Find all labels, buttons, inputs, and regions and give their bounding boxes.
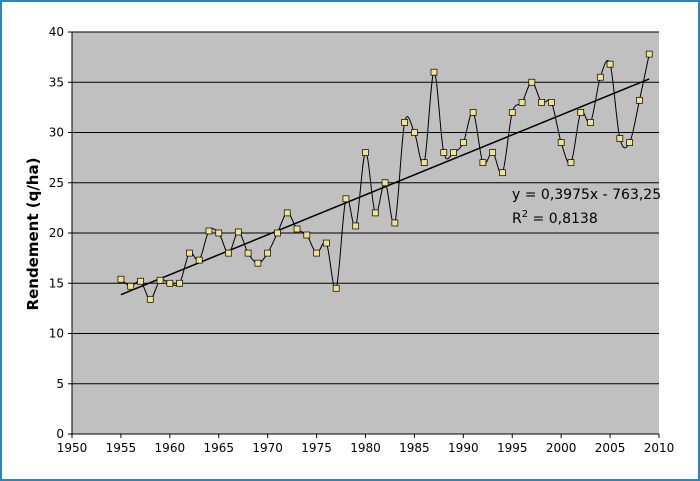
trendline	[120, 78, 650, 296]
data-point	[332, 284, 340, 292]
data-point	[557, 139, 565, 146]
data-point	[499, 169, 506, 177]
data-point	[420, 159, 428, 166]
x-tick-label: 1950	[57, 441, 88, 455]
y-tick-label: 0	[56, 427, 64, 441]
data-point	[596, 73, 604, 81]
data-point	[508, 109, 516, 116]
x-tick-label: 1955	[106, 441, 137, 455]
x-tick-label: 1990	[448, 441, 479, 455]
data-point	[352, 222, 360, 230]
data-point	[528, 78, 536, 86]
data-point	[587, 119, 594, 126]
data-point	[459, 139, 467, 146]
data-point	[636, 96, 643, 104]
x-tick-label: 1960	[155, 441, 186, 455]
data-point	[186, 249, 193, 257]
data-point	[538, 98, 545, 106]
data-point	[156, 276, 164, 284]
data-point	[450, 149, 457, 156]
r-squared-label: R2 = 0,8138	[512, 209, 598, 227]
y-axis-ticks: 0 5 10 15 20 25 30 35 40	[49, 25, 72, 441]
data-point	[313, 249, 320, 257]
y-tick-label: 5	[56, 377, 64, 391]
x-tick-label: 1975	[301, 441, 332, 455]
data-point	[225, 249, 232, 257]
data-point	[362, 149, 369, 156]
data-point	[293, 225, 301, 233]
y-tick-label: 15	[49, 276, 64, 290]
data-point	[127, 282, 135, 290]
data-point	[166, 279, 174, 287]
x-tick-label: 1965	[203, 441, 234, 455]
data-point	[616, 135, 624, 142]
data-point	[195, 256, 203, 264]
data-point	[234, 228, 242, 236]
data-point	[626, 139, 634, 146]
data-point	[430, 68, 438, 76]
x-tick-label: 2005	[595, 441, 626, 455]
data-point	[283, 209, 291, 217]
data-point	[342, 195, 350, 203]
data-point	[548, 98, 555, 106]
data-point	[391, 219, 399, 227]
data-point	[117, 275, 125, 283]
y-tick-label: 35	[49, 75, 64, 89]
x-axis-ticks: 1950 1955 1960 1965 1970 1975 1980 1985 1990 1995…	[57, 434, 675, 455]
data-point	[215, 229, 223, 237]
data-point	[371, 209, 379, 217]
data-point	[303, 231, 311, 239]
y-tick-label: 40	[49, 25, 64, 39]
data-point	[479, 159, 487, 166]
data-point	[264, 249, 272, 257]
x-tick-label: 1980	[350, 441, 381, 455]
data-point	[274, 229, 281, 237]
data-markers	[117, 50, 653, 303]
data-point	[469, 109, 477, 116]
data-point	[645, 50, 653, 58]
data-point	[401, 119, 408, 126]
trend-equation: y = 0,3975x - 763,25	[512, 187, 661, 203]
x-tick-label: 2000	[546, 441, 577, 455]
data-point	[323, 239, 330, 247]
x-tick-label: 1970	[252, 441, 283, 455]
x-tick-label: 1985	[399, 441, 430, 455]
data-point	[567, 159, 575, 166]
data-point	[489, 149, 497, 156]
data-point	[244, 249, 252, 257]
data-point	[381, 179, 389, 187]
y-tick-label: 10	[49, 327, 64, 341]
data-point	[146, 295, 154, 303]
data-point	[254, 259, 262, 267]
y-axis-label: Rendement (q/ha)	[24, 158, 42, 311]
data-point	[577, 109, 585, 116]
data-point	[411, 129, 418, 136]
x-tick-label: 2010	[644, 441, 675, 455]
y-tick-label: 20	[49, 226, 64, 240]
data-point	[205, 227, 213, 235]
y-tick-label: 25	[49, 176, 64, 190]
data-point	[176, 279, 183, 287]
data-point	[137, 277, 144, 285]
data-point	[440, 149, 448, 156]
data-point	[518, 98, 526, 106]
data-point	[606, 60, 614, 68]
x-tick-label: 1995	[497, 441, 528, 455]
y-tick-label: 30	[49, 126, 64, 140]
